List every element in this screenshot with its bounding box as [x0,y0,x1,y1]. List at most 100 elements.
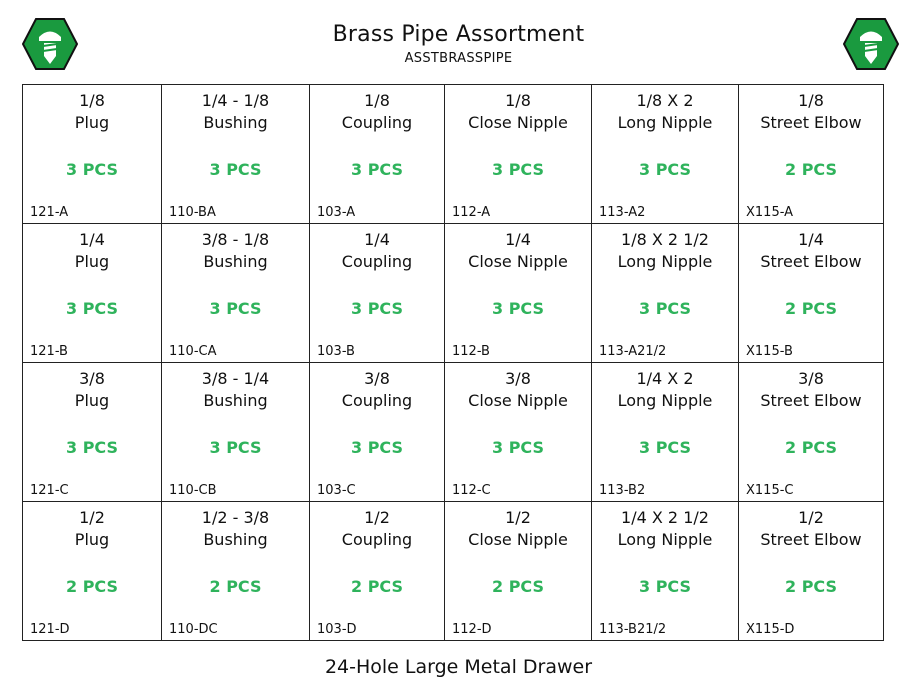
part-cell: 1/8 Close Nipple 3 PCS 112-A [445,85,592,224]
part-code: 121-B [30,344,68,359]
part-name: Coupling [341,113,413,132]
part-code: 121-D [30,622,70,637]
part-size: 1/8 [798,91,824,110]
part-quantity: 3 PCS [209,160,262,179]
part-code: 103-A [317,205,356,220]
part-code: 113-B2 [599,483,646,498]
part-quantity: 3 PCS [209,438,262,457]
part-cell: 3/8 Coupling 3 PCS 103-C [310,363,445,502]
part-cell: 1/2 - 3/8 Bushing 2 PCS 110-DC [162,502,310,641]
part-code: 110-BA [169,205,216,220]
part-cell: 1/8 Coupling 3 PCS 103-A [310,85,445,224]
part-name: Street Elbow [760,530,862,549]
part-cell: 3/8 Street Elbow 2 PCS X115-C [739,363,884,502]
part-cell: 1/4 X 2 1/2 Long Nipple 3 PCS 113-B21/2 [592,502,739,641]
part-code: X115-D [746,622,795,637]
part-code: 112-D [452,622,492,637]
part-quantity: 3 PCS [209,299,262,318]
part-size: 1/4 [505,230,531,249]
header: Brass Pipe Assortment ASSTBRASSPIPE [0,22,917,66]
part-name: Bushing [203,391,268,410]
page-title: Brass Pipe Assortment [332,22,585,47]
part-name: Long Nipple [617,252,713,271]
part-name: Street Elbow [760,252,862,271]
part-size: 1/2 - 3/8 [201,508,270,527]
drawer-label: 24-Hole Large Metal Drawer [324,656,593,678]
part-size: 3/8 - 1/4 [201,369,270,388]
part-cell: 1/8 Street Elbow 2 PCS X115-A [739,85,884,224]
part-quantity: 3 PCS [639,438,691,457]
part-size: 1/8 X 2 [636,91,694,110]
part-name: Close Nipple [468,252,568,271]
part-name: Coupling [341,530,413,549]
part-cell: 1/4 Plug 3 PCS 121-B [23,224,162,363]
part-name: Plug [74,391,110,410]
part-code: 110-CA [169,344,217,359]
part-quantity: 3 PCS [639,160,691,179]
part-cell: 3/8 - 1/4 Bushing 3 PCS 110-CB [162,363,310,502]
part-cell: 1/4 Coupling 3 PCS 103-B [310,224,445,363]
screw-logo-icon-right [842,18,900,70]
part-name: Plug [74,252,110,271]
part-size: 1/4 X 2 [636,369,694,388]
sku-label: ASSTBRASSPIPE [404,51,513,66]
part-quantity: 2 PCS [492,577,544,596]
part-code: 110-CB [169,483,217,498]
part-cell: 1/2 Plug 2 PCS 121-D [23,502,162,641]
part-cell: 1/8 X 2 Long Nipple 3 PCS 113-A2 [592,85,739,224]
part-size: 3/8 [798,369,824,388]
part-code: 113-A2 [599,205,646,220]
part-name: Bushing [203,113,268,132]
part-quantity: 3 PCS [492,299,544,318]
part-quantity: 3 PCS [351,299,403,318]
part-quantity: 3 PCS [639,299,691,318]
part-size: 1/4 X 2 1/2 [621,508,709,527]
part-name: Long Nipple [617,113,713,132]
part-name: Long Nipple [617,391,713,410]
part-code: X115-B [746,344,793,359]
part-code: X115-A [746,205,794,220]
part-code: 121-A [30,205,69,220]
part-quantity: 3 PCS [639,577,691,596]
part-quantity: 3 PCS [351,160,403,179]
part-quantity: 2 PCS [785,438,837,457]
part-code: 112-B [452,344,490,359]
part-code: 103-D [317,622,357,637]
part-cell: 1/4 Street Elbow 2 PCS X115-B [739,224,884,363]
part-quantity: 3 PCS [492,438,544,457]
part-code: 103-C [317,483,356,498]
part-quantity: 3 PCS [66,438,118,457]
part-size: 1/2 [364,508,390,527]
part-cell: 1/2 Street Elbow 2 PCS X115-D [739,502,884,641]
part-name: Plug [74,113,110,132]
part-quantity: 2 PCS [66,577,118,596]
part-quantity: 2 PCS [785,299,837,318]
part-cell: 1/4 Close Nipple 3 PCS 112-B [445,224,592,363]
part-cell: 1/8 Plug 3 PCS 121-A [23,85,162,224]
part-cell: 1/2 Close Nipple 2 PCS 112-D [445,502,592,641]
part-cell: 3/8 - 1/8 Bushing 3 PCS 110-CA [162,224,310,363]
part-size: 1/8 [364,91,390,110]
part-size: 1/4 [798,230,824,249]
part-size: 1/2 [505,508,531,527]
part-code: 112-A [452,205,491,220]
part-name: Bushing [203,530,268,549]
part-size: 1/4 [79,230,105,249]
part-size: 3/8 - 1/8 [201,230,270,249]
part-size: 1/8 X 2 1/2 [621,230,709,249]
part-size: 3/8 [364,369,390,388]
part-name: Bushing [203,252,268,271]
screw-logo-icon-left [21,18,79,70]
part-size: 1/2 [798,508,824,527]
part-size: 1/4 [364,230,390,249]
part-name: Close Nipple [468,391,568,410]
part-quantity: 3 PCS [492,160,544,179]
part-name: Close Nipple [468,530,568,549]
part-quantity: 2 PCS [785,577,837,596]
part-code: 110-DC [169,622,218,637]
part-name: Close Nipple [468,113,568,132]
part-quantity: 3 PCS [351,438,403,457]
part-quantity: 2 PCS [785,160,837,179]
part-quantity: 2 PCS [209,577,262,596]
part-quantity: 3 PCS [66,160,118,179]
